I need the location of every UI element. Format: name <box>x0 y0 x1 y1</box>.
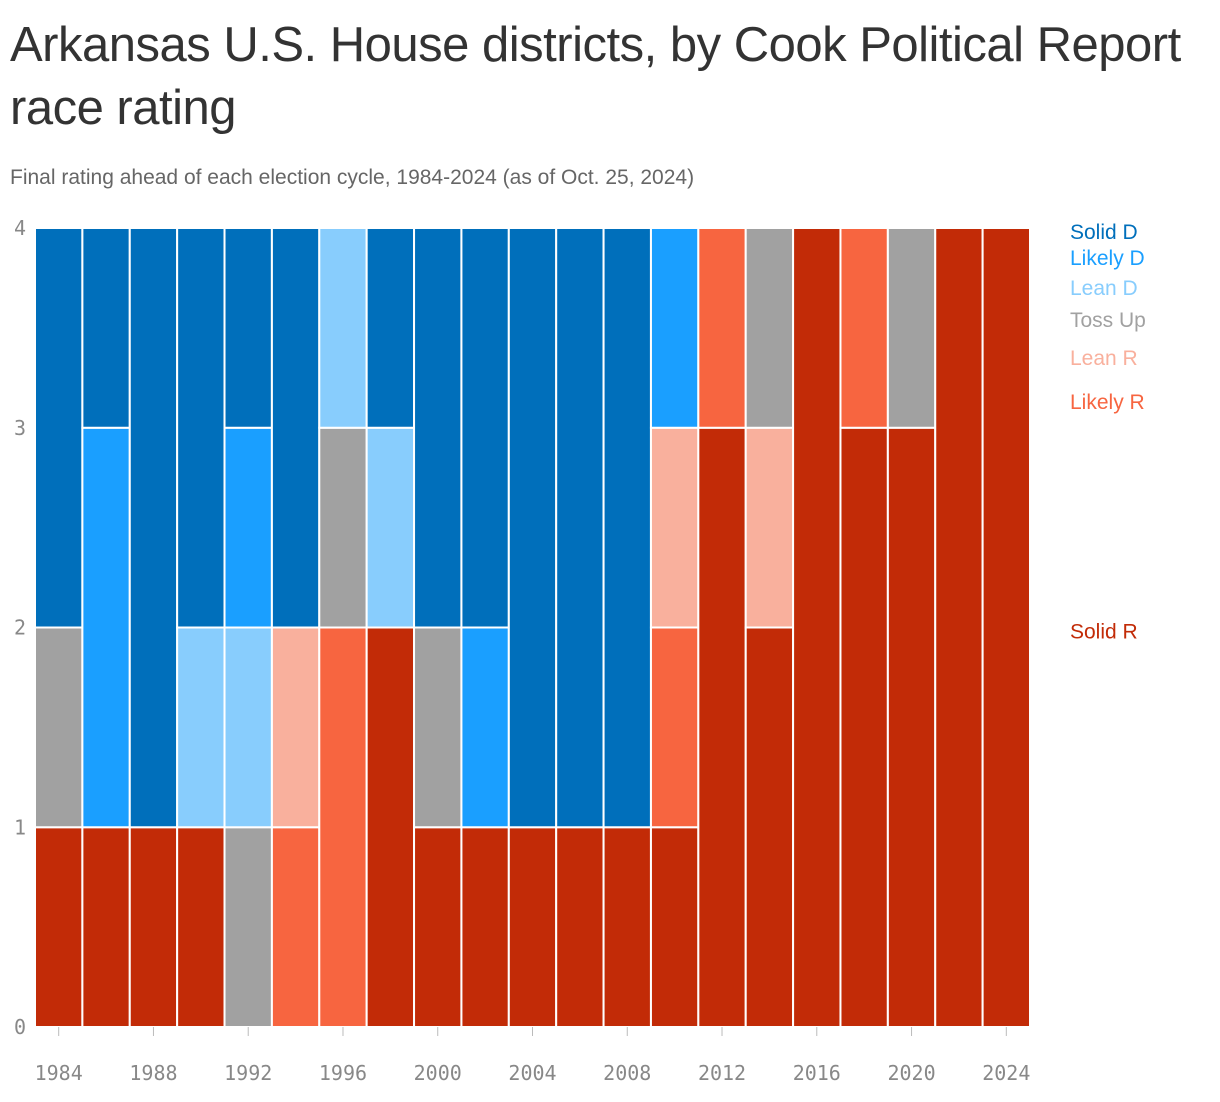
chart-title: Arkansas U.S. House districts, by Cook P… <box>10 18 1181 135</box>
bar-segment-1986-solid-r <box>81 826 131 1028</box>
bar-segment-2002-solid-d <box>460 227 510 629</box>
y-tick-label: 0 <box>14 1015 26 1039</box>
bar-segment-1986-solid-d <box>81 227 131 429</box>
bar-segment-1992-likely-d <box>223 426 273 629</box>
bar-segment-1996-lean-d <box>318 227 368 429</box>
bar-segment-1984-solid-r <box>34 826 84 1028</box>
bar-segment-1998-lean-d <box>365 426 416 629</box>
bar-segment-2002-solid-r <box>460 826 510 1028</box>
bar-segment-2014-solid-r <box>744 626 795 1028</box>
y-tick-label: 2 <box>14 616 26 640</box>
bar-segment-2024-solid-r <box>981 227 1031 1028</box>
bar-segment-2018-solid-r <box>839 426 889 1028</box>
x-tick-label: 2012 <box>698 1061 746 1085</box>
bar-segment-2008-solid-d <box>602 227 652 829</box>
bar-segment-2010-solid-r <box>649 826 700 1028</box>
bar-segment-2000-toss-up <box>413 626 463 829</box>
bar-segment-1998-solid-r <box>365 626 416 1028</box>
bar-segment-1994-likely-r <box>270 826 321 1028</box>
x-tick-label: 2020 <box>887 1061 935 1085</box>
bar-segment-2000-solid-r <box>413 826 463 1028</box>
bar-segment-1986-likely-d <box>81 426 131 829</box>
bar-segment-2016-solid-r <box>792 227 842 1028</box>
legend-label-likely-r: Likely R <box>1070 391 1145 414</box>
bar-segment-2020-toss-up <box>886 227 937 429</box>
legend-label-lean-r: Lean R <box>1070 347 1138 370</box>
bar-segment-2018-likely-r <box>839 227 889 429</box>
x-tick-label: 1988 <box>129 1061 177 1085</box>
bar-segment-2014-lean-r <box>744 426 795 629</box>
bar-segment-1984-toss-up <box>34 626 84 829</box>
legend-label-solid-r: Solid R <box>1070 621 1138 644</box>
bar-segment-2000-solid-d <box>413 227 463 629</box>
bar-segment-1990-solid-d <box>176 227 226 629</box>
x-tick-label: 1992 <box>224 1061 272 1085</box>
bar-segment-1988-solid-d <box>128 227 179 829</box>
bar-segment-2006-solid-r <box>555 826 605 1028</box>
legend: Solid D Likely D Lean D Toss Up Lean R Likely… <box>1070 221 1146 644</box>
x-tick-label: 2008 <box>603 1061 651 1085</box>
bar-segment-2012-solid-r <box>697 426 747 1028</box>
bar-segment-1984-solid-d <box>34 227 84 629</box>
bar-segment-2020-solid-r <box>886 426 937 1028</box>
bar-segment-2010-likely-d <box>649 227 700 429</box>
legend-label-lean-d: Lean D <box>1070 277 1138 300</box>
bar-segment-1994-lean-r <box>270 626 321 829</box>
bar-segment-1994-solid-d <box>270 227 321 629</box>
x-tick-label: 2004 <box>508 1061 556 1085</box>
x-tick-label: 2000 <box>414 1061 462 1085</box>
bar-segment-1988-solid-r <box>128 826 179 1028</box>
bar-segment-1996-toss-up <box>318 426 368 629</box>
bar-segment-1992-solid-d <box>223 227 273 429</box>
x-tick-label: 2016 <box>793 1061 841 1085</box>
bar-segment-2004-solid-r <box>507 826 558 1028</box>
bar-segment-2012-likely-r <box>697 227 747 429</box>
bar-segment-2022-solid-r <box>934 227 984 1028</box>
bar-segment-2010-likely-r <box>649 626 700 829</box>
x-tick-label: 2024 <box>982 1061 1030 1085</box>
bar-segment-1996-likely-r <box>318 626 368 1028</box>
bar-segment-1998-solid-d <box>365 227 416 429</box>
bar-segment-2010-lean-r <box>649 426 700 629</box>
bar-segment-2006-solid-d <box>555 227 605 829</box>
bar-segment-1992-toss-up <box>223 826 273 1028</box>
bar-segment-1992-lean-d <box>223 626 273 829</box>
bar-segment-2004-solid-d <box>507 227 558 829</box>
x-axis: 1984 1988 1992 1996 2000 2004 2008 2012 2016 2020… <box>35 1027 1030 1085</box>
bars-layer <box>34 227 1031 1028</box>
y-tick-label: 3 <box>14 416 26 440</box>
bar-segment-1990-lean-d <box>176 626 226 829</box>
y-axis: 0 1 2 3 4 <box>14 216 26 1039</box>
legend-label-likely-d: Likely D <box>1070 247 1145 270</box>
x-tick-label: 1984 <box>35 1061 83 1085</box>
chart-subtitle: Final rating ahead of each election cycl… <box>10 166 695 189</box>
legend-label-toss-up: Toss Up <box>1070 309 1146 332</box>
bar-segment-2002-likely-d <box>460 626 510 829</box>
y-tick-label: 4 <box>14 216 26 240</box>
legend-label-solid-d: Solid D <box>1070 221 1138 244</box>
bar-segment-2014-toss-up <box>744 227 795 429</box>
bar-segment-1990-solid-r <box>176 826 226 1028</box>
x-tick-label: 1996 <box>319 1061 367 1085</box>
y-tick-label: 1 <box>14 815 26 839</box>
bar-segment-2008-solid-r <box>602 826 652 1028</box>
